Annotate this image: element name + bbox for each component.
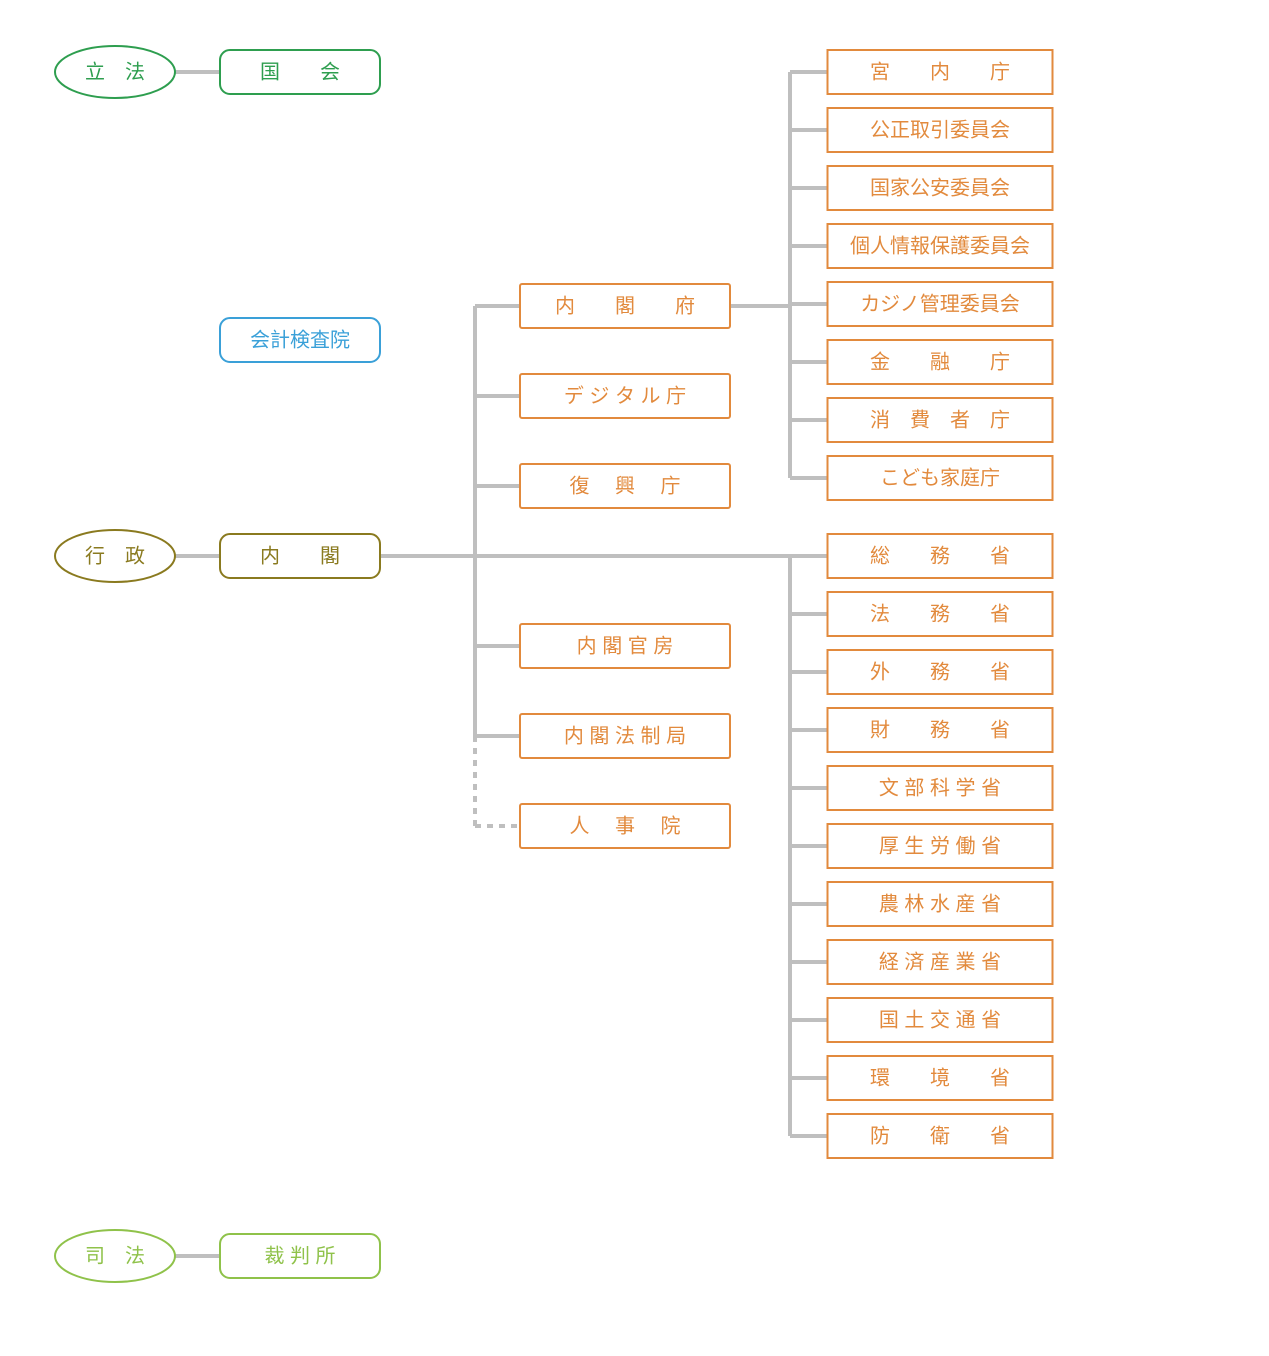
org-box-label: 総 務 省 xyxy=(870,544,1010,567)
org-box-label: 文 部 科 学 省 xyxy=(879,776,1001,799)
org-box-label: 国 土 交 通 省 xyxy=(879,1008,1001,1031)
org-box-label: 公正取引委員会 xyxy=(870,118,1010,141)
org-box-label: 宮 内 庁 xyxy=(870,60,1010,83)
org-box-label: 金 融 庁 xyxy=(870,350,1010,373)
cabinet-mid-box: 内 閣 官 房 xyxy=(520,624,730,668)
org-box-label: 会計検査院 xyxy=(250,328,350,351)
ministry-box: 農 林 水 産 省 xyxy=(828,882,1053,926)
ministry-box: 総 務 省 xyxy=(828,534,1053,578)
org-box-label: デ ジ タ ル 庁 xyxy=(564,384,686,407)
branch-box-executive: 内 閣 xyxy=(220,534,380,578)
org-box-label: こども家庭庁 xyxy=(880,466,1000,489)
branch-ellipse: 立 法 xyxy=(55,46,175,98)
agency-box: こども家庭庁 xyxy=(828,456,1053,500)
cabinet-mid-box: 内 閣 府 xyxy=(520,284,730,328)
branch-box-legislative: 国 会 xyxy=(220,50,380,94)
org-box-label: 防 衛 省 xyxy=(870,1124,1010,1147)
org-box-label: 人 事 院 xyxy=(569,814,680,837)
org-box-label: 国家公安委員会 xyxy=(870,176,1010,199)
org-box-label: 外 務 省 xyxy=(870,660,1010,683)
org-box-label: 農 林 水 産 省 xyxy=(879,892,1001,915)
ministry-box: 国 土 交 通 省 xyxy=(828,998,1053,1042)
ministry-box: 文 部 科 学 省 xyxy=(828,766,1053,810)
cabinet-mid-box: 人 事 院 xyxy=(520,804,730,848)
ministry-box: 財 務 省 xyxy=(828,708,1053,752)
gov-org-chart: 立 法 国 会行 政 内 閣司 法 裁 判 所 会計検査院 内 閣 府デ ジ タ ル 庁復… xyxy=(0,0,1269,1356)
branch-ellipse-label: 立 法 xyxy=(85,60,145,83)
org-box-label: 内 閣 府 xyxy=(555,294,695,317)
branch-ellipse: 行 政 xyxy=(55,530,175,582)
org-box-label: 内 閣 官 房 xyxy=(577,634,674,657)
agency-box: 宮 内 庁 xyxy=(828,50,1053,94)
org-box-label: カジノ管理委員会 xyxy=(860,292,1020,315)
ministry-box: 経 済 産 業 省 xyxy=(828,940,1053,984)
org-box-label: 環 境 省 xyxy=(870,1066,1010,1089)
agency-box: 金 融 庁 xyxy=(828,340,1053,384)
ministry-box: 法 務 省 xyxy=(828,592,1053,636)
ministry-box: 防 衛 省 xyxy=(828,1114,1053,1158)
agency-box: 国家公安委員会 xyxy=(828,166,1053,210)
org-box-label: 国 会 xyxy=(260,60,340,83)
org-box-label: 厚 生 労 働 省 xyxy=(879,834,1001,857)
branch-ellipse-label: 司 法 xyxy=(85,1244,145,1267)
cabinet-mid-box: 復 興 庁 xyxy=(520,464,730,508)
org-box-label: 裁 判 所 xyxy=(264,1244,335,1267)
audit-box: 会計検査院 xyxy=(220,318,380,362)
org-box-label: 個人情報保護委員会 xyxy=(850,234,1030,257)
ministry-box: 環 境 省 xyxy=(828,1056,1053,1100)
branch-box-judicial: 裁 判 所 xyxy=(220,1234,380,1278)
org-box-label: 法 務 省 xyxy=(870,602,1010,625)
branch-ellipse: 司 法 xyxy=(55,1230,175,1282)
agency-box: カジノ管理委員会 xyxy=(828,282,1053,326)
ministry-box: 外 務 省 xyxy=(828,650,1053,694)
branch-ellipse-label: 行 政 xyxy=(85,544,145,567)
org-box-label: 消 費 者 庁 xyxy=(870,408,1010,431)
org-box-label: 経 済 産 業 省 xyxy=(879,950,1001,973)
agency-box: 消 費 者 庁 xyxy=(828,398,1053,442)
org-box-label: 内 閣 xyxy=(260,544,340,567)
org-box-label: 内 閣 法 制 局 xyxy=(564,724,686,747)
agency-box: 個人情報保護委員会 xyxy=(828,224,1053,268)
agency-box: 公正取引委員会 xyxy=(828,108,1053,152)
cabinet-mid-box: 内 閣 法 制 局 xyxy=(520,714,730,758)
cabinet-mid-box: デ ジ タ ル 庁 xyxy=(520,374,730,418)
org-box-label: 復 興 庁 xyxy=(569,474,680,497)
ministry-box: 厚 生 労 働 省 xyxy=(828,824,1053,868)
org-box-label: 財 務 省 xyxy=(870,718,1010,741)
